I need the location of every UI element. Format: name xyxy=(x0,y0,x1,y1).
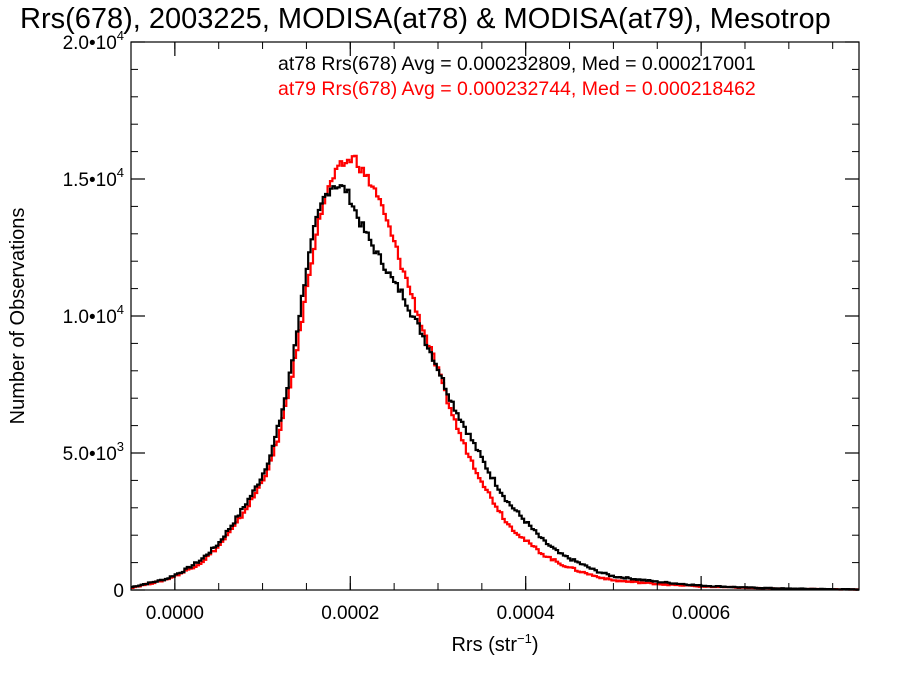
plot-frame xyxy=(130,41,860,591)
y-tick-label-exponent: 3 xyxy=(117,439,124,454)
annotation-group: at78 Rrs(678) Avg = 0.000232809, Med = 0… xyxy=(278,53,756,100)
chart-title: Rrs(678), 2003225, MODISA(at78) & MODISA… xyxy=(20,3,831,35)
series-group xyxy=(131,154,859,591)
y-tick-label-exponent: 4 xyxy=(117,302,124,317)
x-axis-label-superscript: −1 xyxy=(517,631,532,646)
x-tick-label: 0.0004 xyxy=(497,603,556,624)
series-at78-line xyxy=(131,184,859,591)
x-axis-label-close: ) xyxy=(532,634,539,656)
axis-ticks xyxy=(131,41,859,591)
x-axis-label-base: Rrs (str xyxy=(451,634,517,656)
y-tick-label-exponent: 4 xyxy=(117,165,124,180)
y-tick-label-base: 5.0•10 xyxy=(63,444,117,465)
x-axis-label: Rrs (str−1) xyxy=(451,631,538,656)
series-at79-line xyxy=(131,154,859,591)
y-tick-label-base: 1.0•10 xyxy=(63,307,117,328)
y-tick-label: 1.0•104 xyxy=(63,302,124,328)
y-axis-label: Number of Observations xyxy=(7,208,29,425)
y-tick-label: 5.0•103 xyxy=(63,439,124,465)
y-tick-label-base: 2.0•10 xyxy=(63,33,117,54)
x-tick-label: 0.0000 xyxy=(146,603,204,624)
x-tick-label: 0.0002 xyxy=(321,603,379,624)
y-tick-label: 0 xyxy=(113,581,124,602)
y-tick-label: 2.0•104 xyxy=(63,28,124,54)
x-tick-labels: 0.0000 0.0002 0.0004 0.0006 xyxy=(146,603,730,624)
y-tick-label-exponent: 4 xyxy=(117,28,124,43)
y-tick-label-base: 1.5•10 xyxy=(63,170,117,191)
annotation-2: at79 Rrs(678) Avg = 0.000232744, Med = 0… xyxy=(278,78,756,100)
annotation-1: at78 Rrs(678) Avg = 0.000232809, Med = 0… xyxy=(278,53,756,75)
y-tick-label: 1.5•104 xyxy=(63,165,124,191)
x-tick-label: 0.0006 xyxy=(672,603,730,624)
